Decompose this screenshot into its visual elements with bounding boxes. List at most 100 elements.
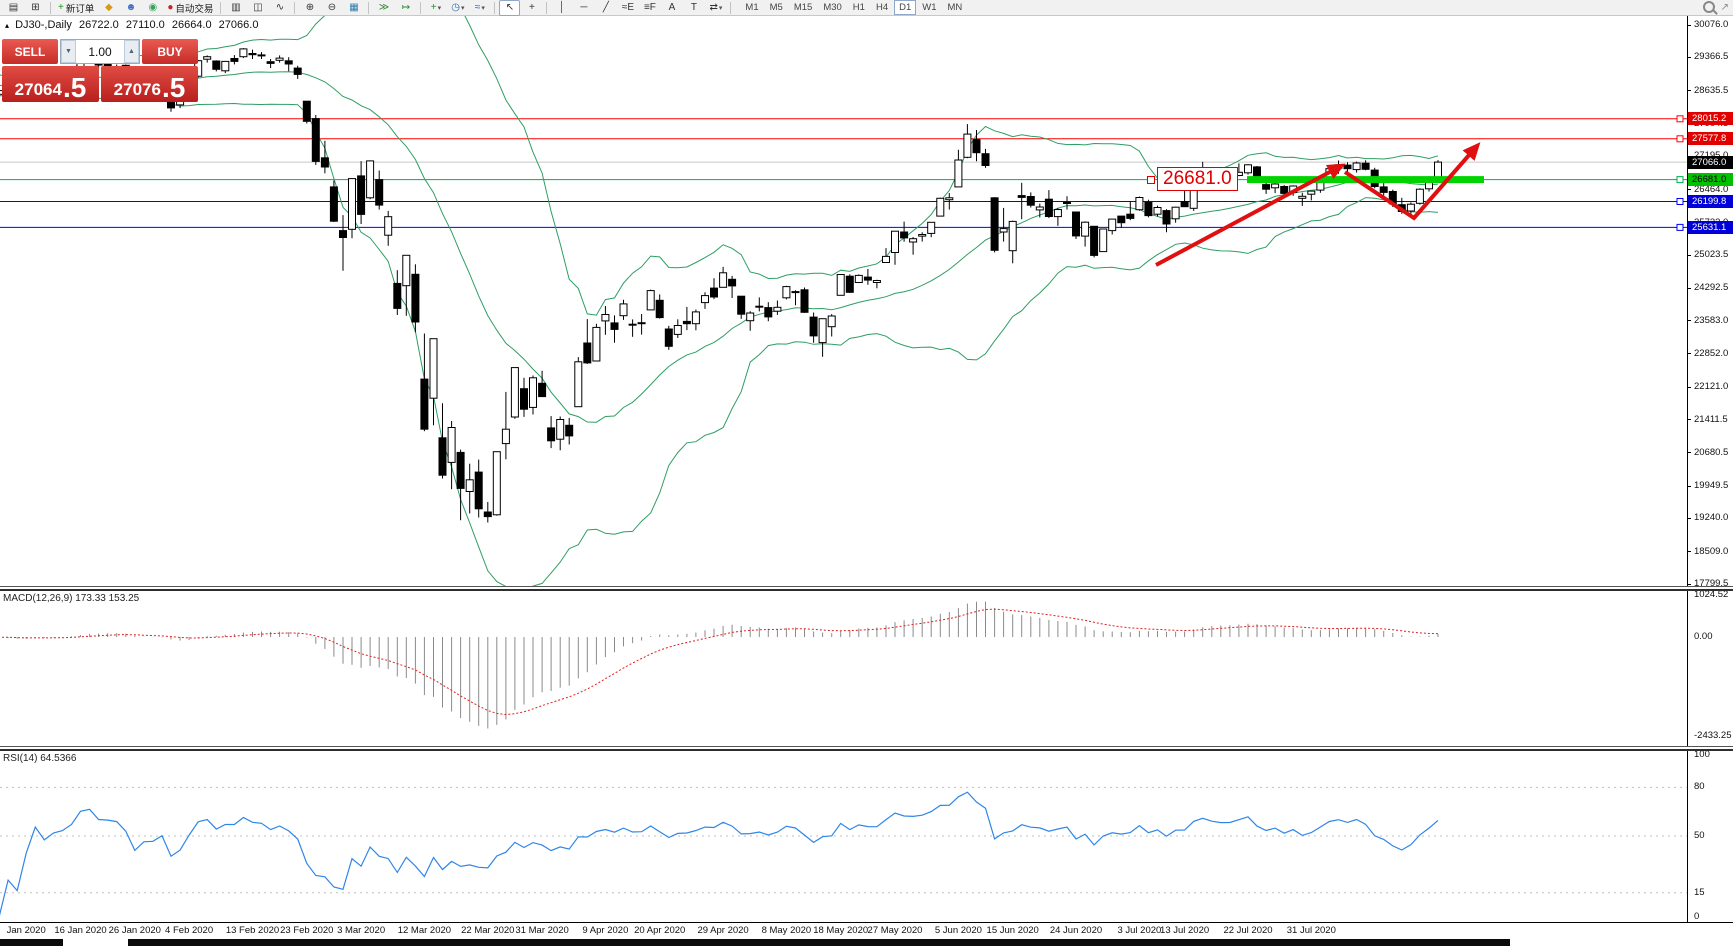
volume-value[interactable]: 1.00 [88,44,112,59]
label-tool-button[interactable]: T [683,0,704,16]
timeframe-m5-button[interactable]: M5 [769,2,783,13]
price-tick-label: 18509.0 [1694,545,1729,557]
time-tick-label: 31 Mar 2020 [515,925,569,936]
timeframe-m15-button[interactable]: M15 [793,2,813,13]
scrollbar-thumb[interactable] [63,939,128,946]
hline-handle-icon[interactable] [1676,176,1684,184]
toolbar-separator [546,1,548,14]
pane-separator[interactable] [0,586,1733,591]
volume-decrease-button[interactable]: ▼ [61,40,76,63]
price-annotation-label[interactable]: 26681.0 [1157,167,1238,191]
price-tick-label: 28635.5 [1694,84,1729,96]
community-button[interactable]: ☻ [120,0,141,16]
zoom-in-icon: ⊕ [305,1,315,13]
timeframe-h4-button[interactable]: H4 [875,2,889,13]
high-value: 27110.0 [125,19,165,31]
timeframe-d1-button[interactable]: D1 [894,0,917,15]
timeframe-mn-button[interactable]: MN [947,2,963,13]
sell-price-button[interactable]: 27064 .5 [2,66,99,102]
new-order-button[interactable]: + 新订单 [58,1,95,15]
hline-handle-icon[interactable] [1676,198,1684,205]
price-tick-label: 17799.5 [1694,578,1729,589]
hline-handle-icon[interactable] [1676,115,1684,123]
horizontal-scrollbar [0,939,1510,946]
auto-trading-button[interactable]: ● 自动交易 [167,1,214,15]
vertical-line-tool-button[interactable]: │ [551,0,572,16]
hline-handle-icon[interactable] [1676,223,1684,231]
signals-button[interactable]: ◉ [142,0,163,16]
channel-tool-button[interactable]: ≈E [617,0,638,16]
collapse-triangle-icon[interactable]: ▴ [5,21,10,30]
chart-shift-icon: ↦ [401,1,411,13]
macd-axis-label: 0.00 [1694,631,1713,642]
cursor-tool-button[interactable]: ↖ [499,0,521,16]
support-band-drawing[interactable] [1247,176,1484,184]
time-tick-label: 9 Apr 2020 [582,925,629,936]
price-tick-mark [1688,254,1691,256]
price-tick-mark [1688,353,1691,355]
timeframe-m30-button[interactable]: M30 [823,2,842,13]
pane-separator[interactable] [0,746,1733,751]
time-tick-label: 12 Mar 2020 [397,925,452,936]
tile-windows-icon: ▦ [349,1,359,13]
auto-scroll-button[interactable]: ≫ [373,0,394,16]
time-tick-label: 22 Jul 2020 [1223,925,1273,936]
periods-button[interactable]: ◷ ▾ [447,0,468,16]
zoom-out-button[interactable]: ⊖ [321,0,342,16]
time-axis[interactable]: Jan 2020 16 Jan 2020 26 Jan 2020 4 Feb 2020… [0,923,1733,939]
time-tick-label: 22 Mar 2020 [461,925,515,936]
toolbar-separator [494,1,496,14]
volume-increase-button[interactable]: ▲ [124,40,139,63]
search-icon[interactable] [1702,1,1715,13]
rsi-line [0,791,1439,916]
fibonacci-tool-button[interactable]: ≡F [639,0,660,16]
time-tick-label: 13 Jul 2020 [1160,925,1210,936]
time-tick-label: 8 May 2020 [761,925,812,936]
mql5-market-button[interactable]: ◆ [98,0,119,16]
price-axis[interactable]: 30076.029366.528635.527904.527195.026464… [1687,16,1733,938]
price-pane[interactable] [0,16,1687,586]
buy-price-button[interactable]: 27076 .5 [101,66,198,102]
timeframe-h1-button[interactable]: H1 [852,2,865,13]
arrows-tool-button[interactable]: ⇄ ▾ [705,0,726,16]
annotation-handle-icon[interactable] [1147,176,1155,184]
horizontal-line-tool-button[interactable]: ─ [573,0,594,16]
zoom-in-button[interactable]: ⊕ [299,0,320,16]
crosshair-tool-button[interactable]: + [521,0,542,16]
timeframe-w1-button[interactable]: W1 [922,2,937,13]
price-tick-mark [1688,419,1691,420]
tile-windows-button[interactable]: ▦ [343,0,364,16]
price-tick-label: 24292.5 [1694,282,1729,294]
trend-arrow-drawing[interactable] [1343,142,1481,221]
chart-window[interactable]: 30076.029366.528635.527904.527195.026464… [0,16,1733,946]
time-tick-label: 4 Feb 2020 [165,925,214,936]
timeframe-m1-button[interactable]: M1 [745,2,759,13]
bar-chart-mode-icon: ▥ [231,1,241,13]
bar-chart-mode-button[interactable]: ▥ [225,0,246,16]
one-click-trading-panel: SELL ▼ 1.00 ▲ BUY 27064 .5 27076 .5 [2,39,198,102]
line-chart-mode-button[interactable]: ∿ [269,0,290,16]
hline-handle-icon[interactable] [1676,135,1684,143]
rsi-label: RSI(14) 64.5366 [3,753,77,764]
sell-button[interactable]: SELL [2,39,58,64]
indicators-button[interactable]: + ▾ [425,0,446,16]
arrows-tool-icon: ⇄ [709,1,718,13]
chart-profiles-button[interactable]: ⊞ [25,0,46,16]
rsi-pane[interactable] [0,751,1687,922]
new-chart-button[interactable]: ▤ [3,0,24,16]
templates-button[interactable]: ≈ ▾ [469,0,490,16]
buy-button[interactable]: BUY [142,39,198,64]
time-tick-label: 18 May 2020 [813,925,869,936]
price-tick-mark [1688,24,1691,26]
pointer-icon[interactable]: ↗ [1720,1,1729,13]
candlestick-mode-button[interactable]: ◫ [247,0,268,16]
price-tick-label: 29366.5 [1694,51,1729,63]
chart-shift-button[interactable]: ↦ [395,0,416,16]
time-tick-label: 3 Jul 2020 [1117,925,1162,936]
price-line-badge: 25631.1 [1688,220,1733,234]
trend-arrow-drawing[interactable] [1155,163,1346,267]
macd-pane[interactable] [0,591,1687,746]
text-tool-button[interactable]: A [661,0,682,16]
trendline-tool-button[interactable]: ╱ [595,0,616,16]
chart-bottom-border [0,922,1733,923]
